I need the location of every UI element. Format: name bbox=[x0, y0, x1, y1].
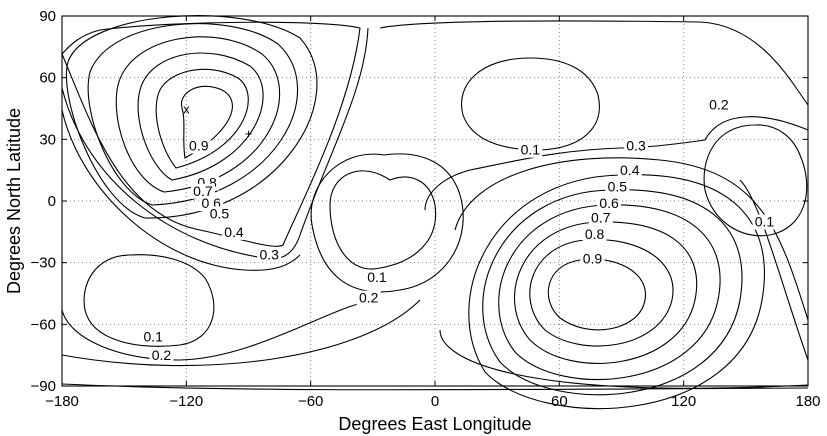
contour-label-bg bbox=[588, 210, 613, 226]
y-tick-label: −30 bbox=[31, 255, 56, 272]
contour-label-bg bbox=[356, 290, 381, 306]
contour-label-bg bbox=[141, 329, 166, 345]
contour-label-bg bbox=[190, 183, 215, 199]
contour-label: 0.1 bbox=[755, 214, 775, 230]
contour-label: 0.9 bbox=[583, 251, 603, 267]
axis-ticks: −180 −120 −60 0 60 120 180 −90 −60 −30 0 30 60 90 bbox=[31, 8, 821, 410]
x-tick-label: 0 bbox=[431, 393, 439, 410]
contour-label-bg bbox=[605, 179, 630, 195]
grid-lines bbox=[62, 16, 808, 386]
contour-line bbox=[529, 239, 674, 347]
contour-label-bg bbox=[364, 270, 389, 286]
contour-line bbox=[310, 153, 464, 293]
contour-label: 0.5 bbox=[608, 179, 628, 195]
contour-label: 0.3 bbox=[626, 138, 646, 154]
contour-label: 0.8 bbox=[585, 226, 605, 242]
contour-label: 0.1 bbox=[521, 142, 541, 158]
x-tick-label: 60 bbox=[551, 393, 568, 410]
contour-line bbox=[181, 85, 233, 159]
contour-line bbox=[468, 174, 765, 410]
contour-label: 0.1 bbox=[143, 329, 163, 345]
contour-line bbox=[137, 52, 264, 181]
y-axis-label: Degrees North Latitude bbox=[4, 108, 24, 294]
contour-line bbox=[703, 124, 808, 237]
contour-label-bg bbox=[149, 348, 174, 364]
contour-label-bg bbox=[597, 196, 622, 212]
contour-label: 0.6 bbox=[599, 195, 619, 211]
y-tick-label: 60 bbox=[39, 70, 56, 87]
contour-lines bbox=[61, 15, 809, 410]
contour-label: 0.2 bbox=[359, 290, 379, 306]
contour-line bbox=[482, 189, 743, 396]
marker: x bbox=[183, 102, 190, 117]
contour-label-bg bbox=[257, 247, 282, 263]
contour-label-bg bbox=[186, 138, 211, 154]
contour-label: 0.7 bbox=[193, 183, 213, 199]
contour-line bbox=[439, 329, 809, 389]
x-tick-label: −120 bbox=[169, 393, 203, 410]
contour-line bbox=[514, 221, 698, 364]
contour-line bbox=[115, 36, 281, 193]
y-tick-label: −90 bbox=[31, 378, 56, 395]
contour-label-bg bbox=[752, 214, 777, 230]
contour-line bbox=[498, 204, 721, 381]
contour-line bbox=[61, 299, 421, 367]
contour-label: 0.2 bbox=[709, 96, 729, 112]
contour-line bbox=[461, 57, 600, 151]
x-tick-label: 120 bbox=[671, 393, 696, 410]
x-axis-label: Degrees East Longitude bbox=[338, 414, 531, 434]
contour-label-bg bbox=[221, 224, 246, 240]
contour-line bbox=[329, 170, 437, 270]
contour-line bbox=[454, 157, 809, 321]
contour-label-bg bbox=[582, 226, 607, 242]
contour-labels: 0.90.80.70.60.50.40.30.10.20.1 0.30.40.50… bbox=[141, 96, 777, 364]
contour-line bbox=[547, 258, 646, 331]
contour-line bbox=[61, 109, 301, 271]
contour-label: 0.4 bbox=[224, 224, 244, 240]
contour-label: 0.4 bbox=[620, 162, 640, 178]
contour-label: 0.7 bbox=[591, 210, 611, 226]
x-tick-label: −60 bbox=[298, 393, 323, 410]
contour-label: 0.1 bbox=[367, 269, 387, 285]
contour-line bbox=[424, 116, 809, 211]
y-tick-label: 90 bbox=[39, 8, 56, 25]
y-tick-label: −60 bbox=[31, 316, 56, 333]
contour-line bbox=[379, 20, 809, 106]
contour-line bbox=[83, 254, 215, 347]
contour-label-bg bbox=[706, 97, 731, 113]
marker: + bbox=[245, 126, 253, 141]
contour-line bbox=[155, 68, 249, 169]
contour-label-bg bbox=[624, 138, 649, 154]
contour-line bbox=[739, 179, 809, 361]
contour-label: 0.5 bbox=[210, 205, 230, 221]
contour-label-bg bbox=[207, 206, 232, 222]
contour-label-bg bbox=[580, 251, 605, 267]
contour-label: 0.2 bbox=[152, 347, 172, 363]
contour-line bbox=[61, 383, 809, 391]
contour-label-bg bbox=[617, 163, 642, 179]
markers: x+ bbox=[183, 102, 252, 142]
contour-line bbox=[61, 27, 369, 260]
x-tick-label: 180 bbox=[795, 393, 820, 410]
x-tick-label: −180 bbox=[45, 393, 79, 410]
contour-label-bg bbox=[518, 142, 543, 158]
y-tick-label: 0 bbox=[48, 193, 56, 210]
y-tick-label: 30 bbox=[39, 131, 56, 148]
contour-line bbox=[61, 21, 361, 247]
contour-label: 0.9 bbox=[189, 138, 209, 154]
contour-label: 0.3 bbox=[259, 247, 279, 263]
contour-line bbox=[61, 299, 381, 361]
